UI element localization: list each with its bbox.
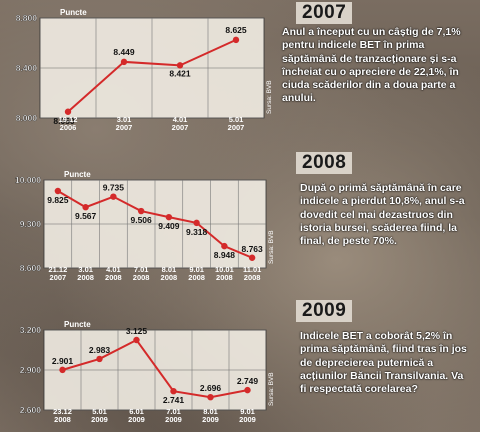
panel-text-2008: După o primă săptămână în care indicele … (300, 182, 465, 248)
y-tick-label: 10.000 (15, 175, 41, 185)
data-label: 2.741 (163, 395, 185, 405)
x-tick-label: 11.01 2008 (243, 265, 261, 282)
y-tick-label: 8.400 (16, 63, 38, 73)
data-point (110, 193, 117, 200)
x-tick-label: 4.01 2007 (172, 115, 189, 132)
x-tick-label: 21.12 2007 (48, 265, 67, 282)
data-point (82, 204, 89, 211)
source-label: Sursa: BVB (268, 230, 275, 264)
data-label: 2.696 (200, 383, 222, 393)
x-tick-label: 7.01 2009 (165, 407, 182, 424)
data-label: 9.409 (158, 221, 180, 231)
data-label: 9.567 (75, 211, 97, 221)
data-label: 3.125 (126, 326, 148, 336)
y-tick-label: 2.600 (20, 405, 42, 415)
data-label: 8.449 (113, 47, 135, 57)
data-point (120, 58, 128, 66)
x-tick-label: 8.01 2008 (161, 265, 178, 282)
panel-year-2009: 2009 (296, 300, 353, 322)
x-tick-label: 23.12 2008 (53, 407, 72, 424)
data-point (59, 366, 66, 374)
data-point (193, 219, 200, 227)
data-label: 8.948 (214, 250, 236, 260)
x-tick-label: 4.01 2008 (105, 265, 122, 282)
data-label: 9.506 (130, 215, 152, 225)
data-point (176, 62, 184, 69)
data-label: 9.735 (103, 183, 125, 193)
data-label: 2.749 (237, 376, 259, 386)
units-label: Puncte (64, 320, 91, 329)
x-tick-label: 9.01 2009 (239, 407, 256, 424)
x-tick-label: 5.01 2009 (91, 407, 108, 424)
x-tick-label: 5.01 2007 (228, 115, 245, 132)
data-label: 8.625 (225, 25, 247, 35)
x-tick-label: 6.01 2009 (128, 407, 145, 424)
x-tick-label: 3.01 2007 (116, 115, 133, 132)
x-tick-label: 7.01 2008 (133, 265, 150, 282)
y-tick-label: 8.800 (16, 13, 38, 23)
series-line (62, 338, 248, 399)
x-tick-label: 10.01 2008 (215, 265, 234, 282)
data-label: 8.050 (53, 116, 75, 126)
data-label: 2.983 (89, 345, 111, 355)
series-line (57, 190, 253, 259)
data-point (133, 336, 140, 344)
y-tick-label: 2.900 (20, 365, 42, 375)
data-point (244, 386, 251, 394)
data-point (248, 254, 256, 261)
x-tick-label: 19.12 2006 (59, 115, 78, 132)
x-tick-label: 8.01 2009 (202, 407, 219, 424)
data-label: 2.901 (52, 356, 74, 366)
panel-text-2009: Indicele BET a coborât 5,2% în prima săp… (300, 330, 467, 396)
panel-year-2008: 2008 (296, 152, 353, 174)
source-label: Sursa: BVB (266, 80, 273, 114)
panel-text-2007: Anul a început cu un câștig de 7,1% pent… (282, 26, 461, 105)
data-label: 9.318 (186, 227, 208, 237)
data-label: 8.421 (169, 68, 191, 78)
source-label: Sursa: BVB (268, 372, 275, 406)
data-label: 8.763 (241, 244, 263, 254)
y-tick-label: 3.200 (20, 325, 42, 335)
y-tick-label: 8.000 (16, 113, 38, 123)
data-point (64, 108, 72, 115)
y-tick-label: 8.600 (20, 263, 42, 273)
data-point (170, 388, 177, 395)
series-line (67, 38, 237, 113)
y-tick-label: 9.300 (20, 219, 42, 229)
data-point (232, 36, 240, 44)
data-label: 9.825 (47, 195, 69, 205)
x-tick-label: 9.01 2008 (188, 265, 205, 282)
x-tick-label: 3.01 2008 (77, 265, 94, 282)
data-point (54, 187, 62, 195)
units-label: Puncte (64, 170, 91, 179)
panel-year-2007: 2007 (296, 2, 353, 24)
data-point (207, 394, 214, 401)
data-point (96, 355, 103, 363)
data-point (165, 213, 173, 221)
data-point (221, 242, 228, 250)
units-label: Puncte (60, 8, 87, 17)
data-point (137, 207, 145, 215)
